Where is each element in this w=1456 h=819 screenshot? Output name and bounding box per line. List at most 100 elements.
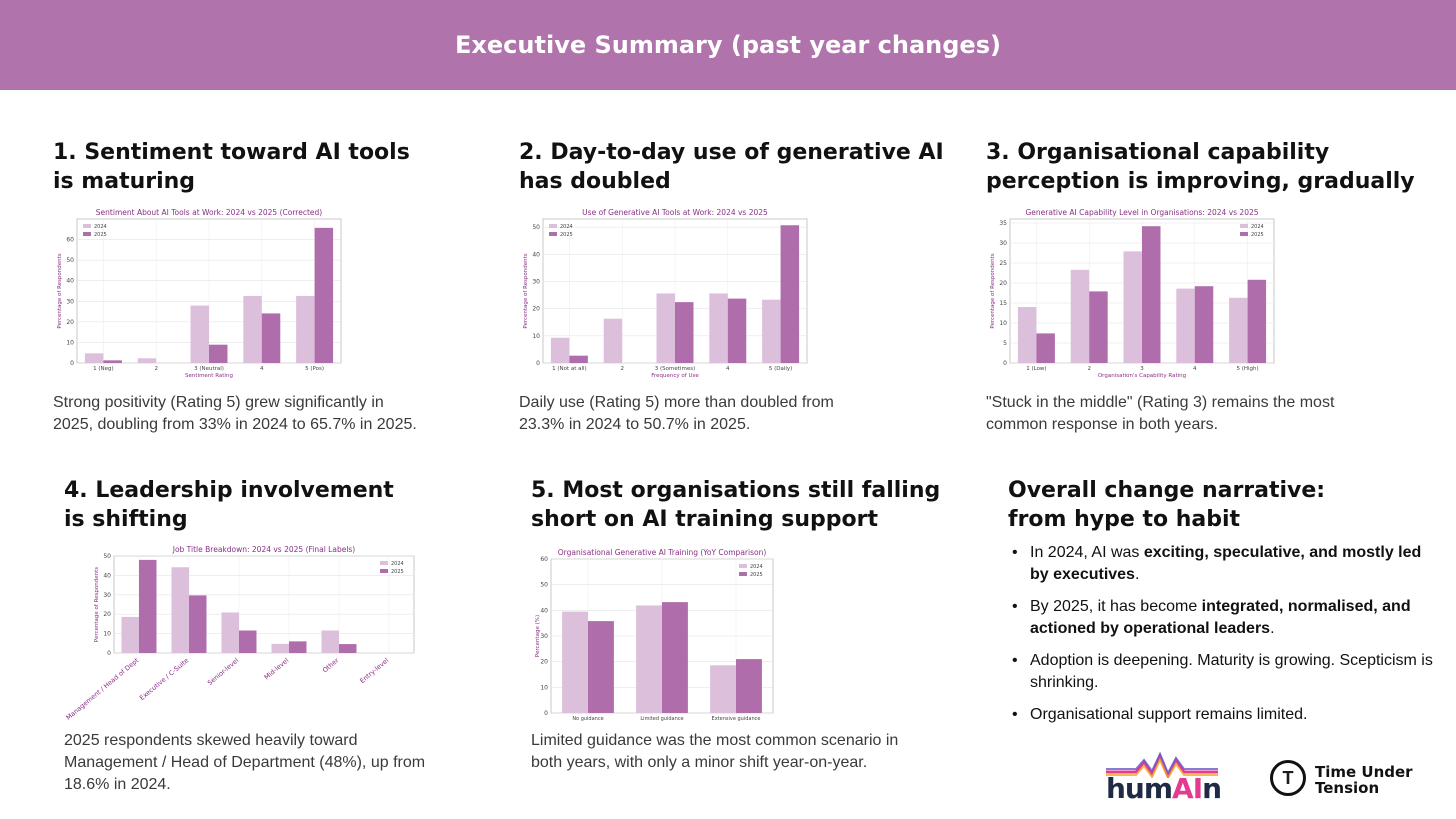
narrative-item: Organisational support remains limited.	[1008, 704, 1438, 726]
bar-2024	[636, 605, 662, 713]
legend-swatch	[739, 572, 747, 576]
section-5-text-line2: both years, with only a minor shift year…	[531, 754, 868, 771]
x-tick-label: 3 (Sometimes)	[655, 366, 695, 372]
y-tick-label: 30	[532, 278, 540, 285]
job-title-chart: 0 10 20 30 40 50 Management / Head of Dept Exec…	[64, 540, 424, 725]
legend-swatch	[380, 561, 388, 565]
section-1-text-line2: 2025, doubling from 33% in 2024 to 65.7%…	[53, 416, 417, 433]
tut-wordmark: Time Under Tension	[1315, 764, 1413, 796]
x-tick-label: Senior-level	[206, 656, 240, 687]
x-tick-label: Executive / C-Suite	[138, 656, 190, 702]
bar-2025	[1142, 226, 1161, 363]
bar-2025	[103, 360, 122, 363]
x-tick-label: 4	[726, 366, 730, 372]
legend-label: 2024	[1251, 224, 1264, 230]
x-tick-label: Other	[321, 656, 341, 674]
narrative-item-text: In 2024, AI was	[1030, 544, 1144, 561]
bar-2024	[171, 567, 189, 653]
y-tick-label: 30	[66, 298, 74, 305]
narrative-item-end: .	[1134, 566, 1140, 583]
bar-2024	[1017, 307, 1037, 363]
bar-2024	[1123, 251, 1142, 363]
y-tick-label: 40	[66, 278, 74, 285]
narrative-item-text: By 2025, it has become	[1030, 598, 1202, 615]
bar-2025	[736, 659, 762, 713]
y-tick-label: 30	[999, 240, 1007, 247]
bar-2025	[339, 644, 357, 653]
y-tick-label: 0	[544, 710, 548, 717]
y-tick-label: 5	[1003, 340, 1007, 347]
y-tick-label: 20	[540, 659, 548, 666]
bar-2024	[137, 358, 157, 363]
narrative-item-bold: exciting, speculative, and mostly led by…	[1030, 544, 1422, 583]
y-tick-label: 10	[532, 333, 540, 340]
bar-2024	[562, 611, 588, 713]
x-tick-label: Limited guidance	[640, 716, 683, 722]
legend-swatch	[83, 232, 91, 236]
y-tick-label: 25	[999, 260, 1007, 267]
x-tick-label: 4	[260, 366, 264, 372]
y-tick-label: 0	[536, 360, 540, 367]
header-bar: Executive Summary (past year changes)	[0, 0, 1456, 90]
section-4-title-line2: is shifting	[64, 507, 188, 532]
chart-title: Generative AI Capability Level in Organi…	[1025, 208, 1258, 217]
page-title: Executive Summary (past year changes)	[455, 31, 1001, 59]
bar-2024	[1229, 297, 1248, 363]
bar-2025	[588, 621, 614, 713]
training-chart: 0 10 20 30 40 50 60 No guidance Limited guidance…	[531, 543, 781, 725]
section-3-title-line2: perception is improving, gradually	[986, 169, 1415, 194]
y-tick-label: 60	[540, 556, 548, 563]
x-tick-label: 3	[1140, 366, 1144, 372]
section-1-title: 1. Sentiment toward AI tools is maturing	[53, 138, 410, 196]
y-tick-label: 20	[66, 319, 74, 326]
legend-label: 2024	[391, 561, 404, 567]
bar-2025	[780, 225, 800, 363]
legend-swatch	[739, 564, 747, 568]
legend-label: 2024	[750, 564, 763, 570]
chart-svg: 0 10 20 30 40 50 1 (Not at all) 2 3 (Sometimes) 4…	[523, 208, 808, 379]
bar-2025	[209, 344, 228, 363]
y-tick-label: 20	[103, 611, 111, 618]
section-4-title: 4. Leadership involvement is shifting	[64, 476, 394, 534]
bar-2024	[656, 293, 675, 363]
tut-mark-icon: T	[1270, 760, 1306, 796]
bar-2024	[84, 353, 104, 363]
bar-2024	[221, 612, 239, 653]
x-axis-label: Sentiment Rating	[185, 373, 233, 379]
y-tick-label: 20	[999, 280, 1007, 287]
section-4-title-line1: 4. Leadership involvement	[64, 478, 394, 503]
narrative-title-line2: from hype to habit	[1008, 507, 1241, 532]
section-2-title: 2. Day-to-day use of generative AI has d…	[519, 138, 944, 196]
section-4-text-line2: Management / Head of Department (48%), u…	[64, 754, 426, 771]
x-tick-label: 1 (Low)	[1026, 366, 1046, 372]
chart-title: Sentiment About AI Tools at Work: 2024 v…	[96, 208, 322, 217]
humain-wordmark: humAIn	[1106, 772, 1222, 805]
tut-wordmark-line2: Tension	[1315, 779, 1380, 797]
y-tick-label: 0	[107, 650, 111, 657]
y-tick-label: 50	[66, 257, 74, 264]
usage-chart: 0 10 20 30 40 50 1 (Not at all) 2 3 (Sometimes) 4…	[519, 203, 819, 385]
x-tick-label: 5 (Pos)	[305, 366, 324, 372]
bar-2024	[321, 630, 339, 653]
x-tick-label: Entry-level	[358, 656, 390, 685]
section-2-text-line2: 23.3% in 2024 to 50.7% in 2025.	[519, 416, 751, 433]
humain-wave-icon	[1106, 752, 1218, 778]
bar-2025	[139, 559, 157, 653]
bar-2025	[261, 313, 281, 363]
section-1-text-line1: Strong positivity (Rating 5) grew signif…	[53, 394, 384, 411]
y-tick-label: 40	[532, 251, 540, 258]
y-tick-label: 40	[103, 572, 111, 579]
bar-2025	[1247, 279, 1267, 363]
bar-2025	[569, 355, 588, 363]
section-3-title: 3. Organisational capability perception …	[986, 138, 1415, 196]
legend-label: 2025	[94, 232, 107, 238]
bar-2024	[1070, 269, 1090, 363]
section-3-text-line1: "Stuck in the middle" (Rating 3) remains…	[986, 394, 1335, 411]
chart-title: Job Title Breakdown: 2024 vs 2025 (Final…	[172, 545, 356, 554]
y-axis-label: Percentage (%)	[535, 615, 541, 657]
section-3-text: "Stuck in the middle" (Rating 3) remains…	[986, 392, 1334, 436]
section-2-title-line2: has doubled	[519, 169, 671, 194]
bar-2024	[762, 299, 781, 363]
legend-swatch	[1240, 232, 1248, 236]
x-tick-label: 4	[1193, 366, 1197, 372]
